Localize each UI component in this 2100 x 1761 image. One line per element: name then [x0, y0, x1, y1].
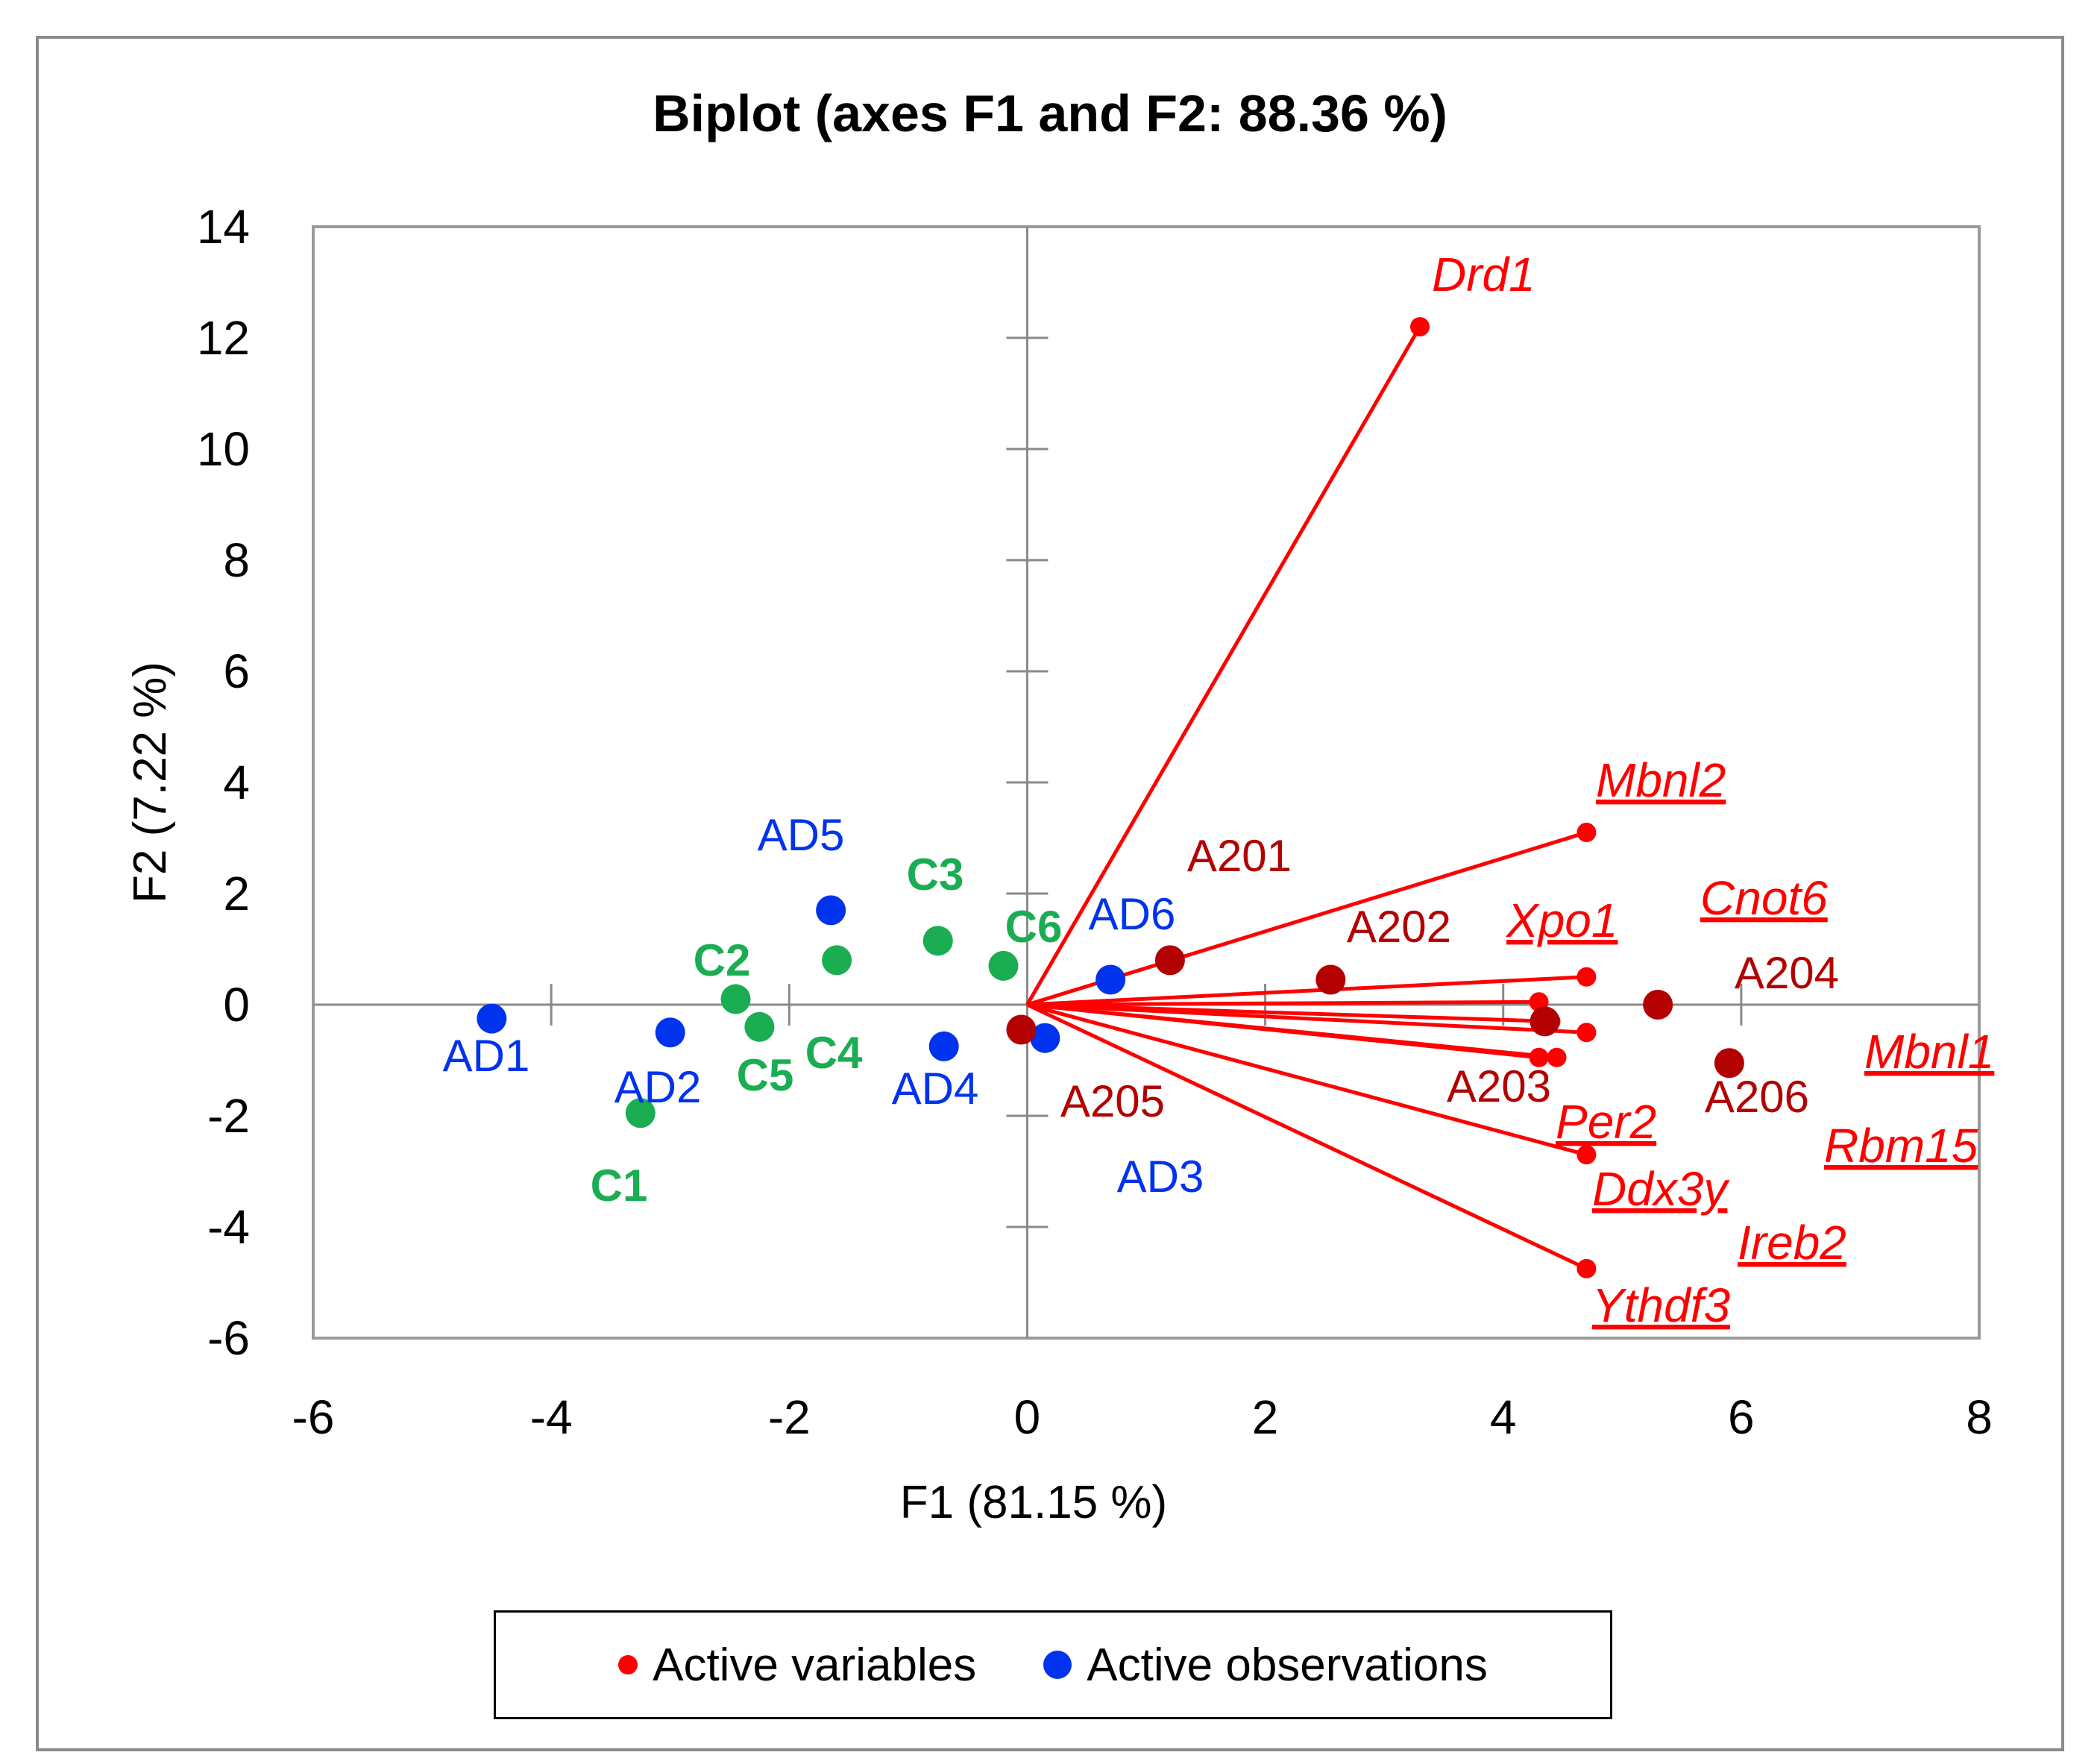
- observation-label-a203: A203: [1447, 1061, 1551, 1111]
- observation-point-a204: [1643, 990, 1673, 1020]
- variable-label-per2: Per2: [1556, 1095, 1656, 1149]
- x-tick-label: -2: [768, 1390, 811, 1444]
- vector-line-cnot6: [1027, 999, 1539, 1007]
- variable-label-ireb2: Ireb2: [1738, 1216, 1846, 1269]
- y-tick-label: 14: [197, 200, 250, 254]
- observation-point-a202: [1315, 964, 1346, 995]
- y-tick-label: 12: [197, 311, 250, 365]
- observation-label-ad2: AD2: [614, 1062, 702, 1112]
- observation-label-a206: A206: [1705, 1072, 1809, 1122]
- x-tick-label: -6: [292, 1390, 335, 1444]
- vector-tip-mbnl2: [1576, 823, 1597, 843]
- observation-label-ad5: AD5: [758, 810, 845, 860]
- y-tick-label: 0: [223, 978, 250, 1032]
- observation-point-a203: [1530, 1006, 1560, 1037]
- observation-label-c4: C4: [805, 1028, 863, 1078]
- y-axis-label: F2 (7.22 %): [125, 662, 176, 903]
- observation-label-c2: C2: [694, 935, 751, 985]
- observation-point-a206: [1714, 1048, 1744, 1079]
- observation-label-c3: C3: [907, 850, 964, 900]
- observation-point-ad6: [1095, 964, 1126, 995]
- y-tick-label: 4: [223, 756, 250, 809]
- y-tick-label: 10: [197, 422, 250, 476]
- legend: Active variables Active observations: [494, 1610, 1612, 1719]
- variable-label-xpo1: Xpo1: [1505, 894, 1618, 947]
- observation-point-a205: [1006, 1014, 1037, 1045]
- observation-label-a202: A202: [1347, 902, 1451, 952]
- vector-tip-drd1: [1410, 317, 1430, 337]
- observation-label-ad1: AD1: [443, 1031, 530, 1081]
- y-tick-label: -6: [207, 1311, 250, 1365]
- x-tick-label: 6: [1728, 1390, 1755, 1444]
- variable-label-ddx3y: Ddx3y: [1592, 1162, 1730, 1216]
- vector-line-xpo1: [1027, 975, 1587, 1007]
- observation-point-ad5: [816, 895, 846, 926]
- variable-label-ythdf3: Ythdf3: [1592, 1278, 1730, 1332]
- variable-label-rbm15: Rbm15: [1824, 1119, 1978, 1173]
- observation-label-a201: A201: [1187, 831, 1292, 881]
- observation-label-ad3: AD3: [1117, 1152, 1204, 1202]
- chart-title: Biplot (axes F1 and F2: 88.36 %): [653, 84, 1447, 142]
- variable-label-mbnl1: Mbnl1: [1864, 1025, 1994, 1079]
- vector-line-ddx3y: [1026, 1002, 1588, 1157]
- observation-point-ad3: [1030, 1023, 1060, 1053]
- x-tick-label: 0: [1014, 1390, 1041, 1444]
- x-tick-label: 8: [1966, 1390, 1993, 1444]
- y-tick-label: 6: [223, 644, 250, 698]
- legend-item-observations: Active observations: [1043, 1639, 1488, 1692]
- vector-tip-xpo1: [1576, 967, 1597, 987]
- observation-point-c2: [720, 984, 751, 1014]
- vector-line-per2: [1027, 1002, 1557, 1060]
- observation-point-ad2: [655, 1017, 685, 1048]
- observation-label-ad6: AD6: [1089, 889, 1176, 939]
- variable-label-drd1: Drd1: [1432, 248, 1535, 301]
- observation-point-c1: [625, 1098, 656, 1129]
- plot-area: [312, 225, 1981, 1340]
- observation-point-c5: [744, 1011, 775, 1042]
- observation-label-a205: A205: [1060, 1076, 1165, 1126]
- variable-label-cnot6: Cnot6: [1700, 871, 1828, 925]
- observation-label-a204: A204: [1735, 948, 1839, 998]
- x-tick-label: 2: [1252, 1390, 1279, 1444]
- legend-label-observations: Active observations: [1087, 1639, 1488, 1691]
- observation-point-c4: [822, 945, 852, 976]
- y-tick-label: 2: [223, 867, 250, 920]
- legend-label-variables: Active variables: [653, 1639, 977, 1691]
- legend-item-variables: Active variables: [618, 1639, 976, 1692]
- vector-tip-ythdf3: [1576, 1258, 1597, 1278]
- x-tick-label: 4: [1490, 1390, 1517, 1444]
- vector-tip-mbnl1: [1576, 1023, 1597, 1043]
- y-tick-label: -4: [207, 1200, 250, 1254]
- observation-point-ad4: [928, 1031, 959, 1061]
- x-tick-label: -4: [530, 1390, 573, 1444]
- y-tick-label: -2: [207, 1089, 250, 1143]
- observation-point-ad1: [477, 1003, 507, 1034]
- observation-point-c3: [922, 926, 953, 956]
- observation-label-c6: C6: [1005, 902, 1063, 952]
- figure-frame: [36, 36, 2064, 1751]
- vector-line-ireb2: [1027, 1002, 1551, 1023]
- variable-label-mbnl2: Mbnl2: [1596, 753, 1726, 807]
- legend-marker-observations: [1043, 1651, 1072, 1679]
- observation-label-c1: C1: [591, 1161, 648, 1211]
- y-tick-label: 8: [223, 533, 250, 587]
- observation-label-ad4: AD4: [892, 1064, 979, 1114]
- vector-line-drd1: [1025, 325, 1422, 1006]
- vector-line-ythdf3: [1026, 1002, 1588, 1271]
- vector-tip-per2: [1547, 1047, 1567, 1067]
- observation-label-c5: C5: [737, 1050, 794, 1100]
- vector-tip-ddx3y: [1576, 1145, 1597, 1165]
- x-axis-label: F1 (81.15 %): [900, 1477, 1167, 1528]
- observation-point-c6: [988, 950, 1019, 981]
- legend-marker-variables: [618, 1655, 638, 1674]
- observation-point-a201: [1154, 945, 1185, 976]
